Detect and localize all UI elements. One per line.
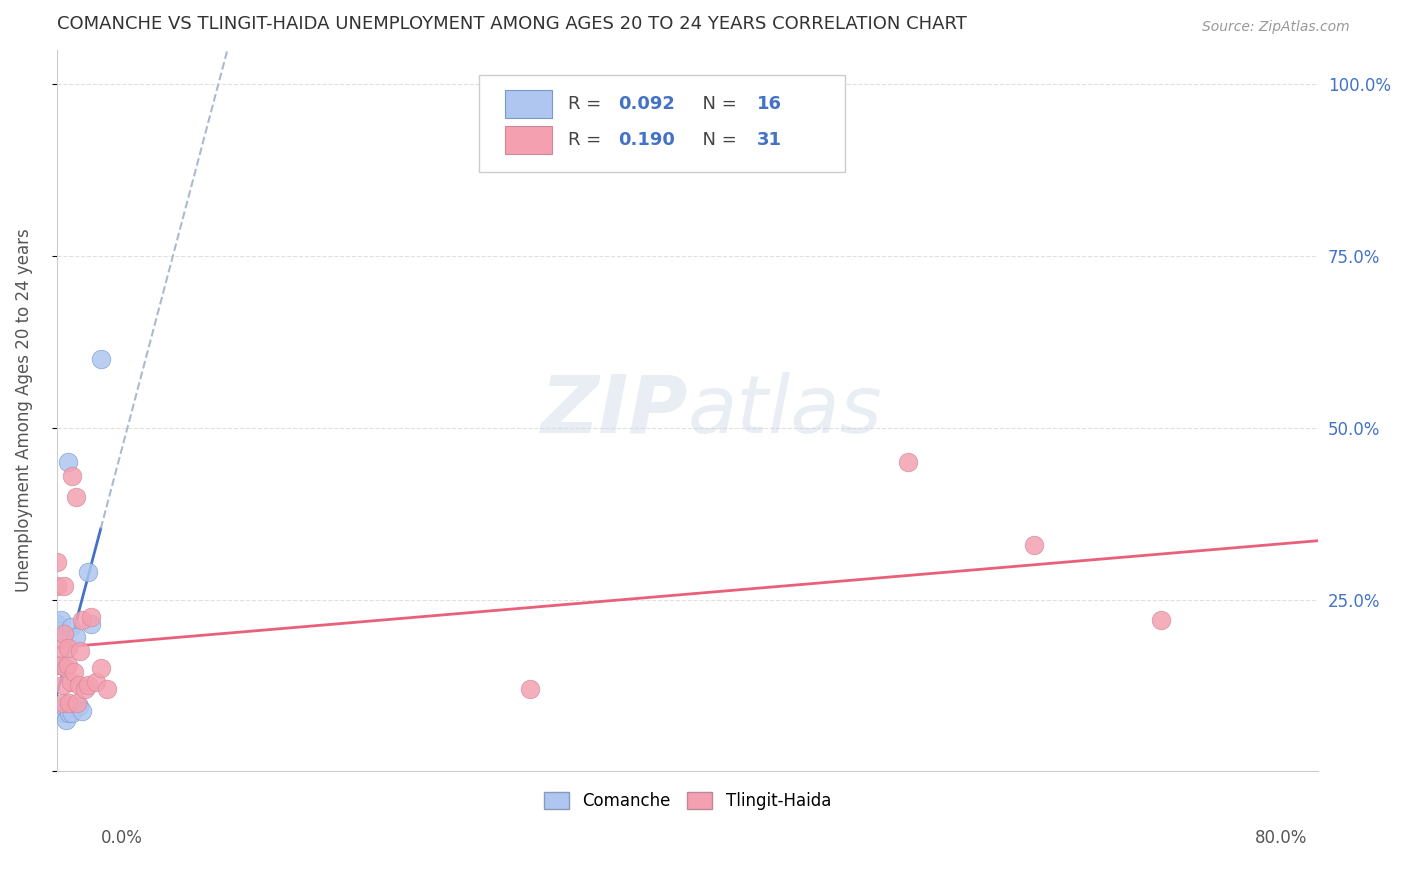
Point — [519, 681, 541, 696]
Point — [53, 699, 76, 714]
Point — [58, 706, 80, 720]
Point — [80, 616, 103, 631]
Point — [59, 675, 82, 690]
Point — [49, 624, 72, 638]
Point — [60, 469, 83, 483]
Text: 0.190: 0.190 — [619, 131, 675, 149]
Point — [45, 555, 67, 569]
Point — [90, 661, 112, 675]
Point — [52, 696, 75, 710]
Point — [70, 613, 93, 627]
Point — [69, 644, 91, 658]
Point — [51, 640, 73, 655]
Point — [84, 675, 107, 690]
Text: R =: R = — [568, 131, 606, 149]
Point — [56, 657, 79, 672]
Text: N =: N = — [692, 131, 742, 149]
Bar — [505, 89, 553, 119]
Point — [56, 640, 79, 655]
Text: 80.0%: 80.0% — [1256, 829, 1308, 847]
Point — [55, 713, 77, 727]
Point — [1024, 538, 1046, 552]
Point — [58, 696, 80, 710]
Point — [51, 613, 73, 627]
Point — [65, 490, 87, 504]
Text: N =: N = — [692, 95, 742, 113]
Text: COMANCHE VS TLINGIT-HAIDA UNEMPLOYMENT AMONG AGES 20 TO 24 YEARS CORRELATION CHA: COMANCHE VS TLINGIT-HAIDA UNEMPLOYMENT A… — [56, 15, 966, 33]
Point — [90, 352, 112, 367]
Legend: Comanche, Tlingit-Haida: Comanche, Tlingit-Haida — [537, 786, 838, 817]
Bar — [505, 126, 553, 154]
FancyBboxPatch shape — [479, 75, 845, 172]
Point — [77, 565, 100, 579]
Point — [53, 579, 76, 593]
Point — [70, 704, 93, 718]
Point — [51, 657, 73, 672]
Point — [73, 681, 96, 696]
Point — [60, 706, 83, 720]
Point — [49, 657, 72, 672]
Text: atlas: atlas — [688, 372, 882, 450]
Text: R =: R = — [568, 95, 606, 113]
Point — [65, 631, 87, 645]
Point — [45, 616, 67, 631]
Text: 0.0%: 0.0% — [101, 829, 143, 847]
Point — [77, 678, 100, 692]
Point — [897, 455, 920, 469]
Point — [55, 661, 77, 675]
Point — [52, 706, 75, 720]
Text: 16: 16 — [756, 95, 782, 113]
Text: 31: 31 — [756, 131, 782, 149]
Text: Source: ZipAtlas.com: Source: ZipAtlas.com — [1202, 21, 1350, 34]
Point — [67, 678, 90, 692]
Text: 0.092: 0.092 — [619, 95, 675, 113]
Point — [45, 579, 67, 593]
Point — [56, 455, 79, 469]
Point — [1149, 613, 1171, 627]
Point — [53, 627, 76, 641]
Point — [67, 699, 90, 714]
Point — [59, 620, 82, 634]
Text: ZIP: ZIP — [540, 372, 688, 450]
Point — [80, 609, 103, 624]
Point — [63, 665, 86, 679]
Point — [52, 678, 75, 692]
Point — [96, 681, 118, 696]
Y-axis label: Unemployment Among Ages 20 to 24 years: Unemployment Among Ages 20 to 24 years — [15, 228, 32, 592]
Point — [66, 696, 89, 710]
